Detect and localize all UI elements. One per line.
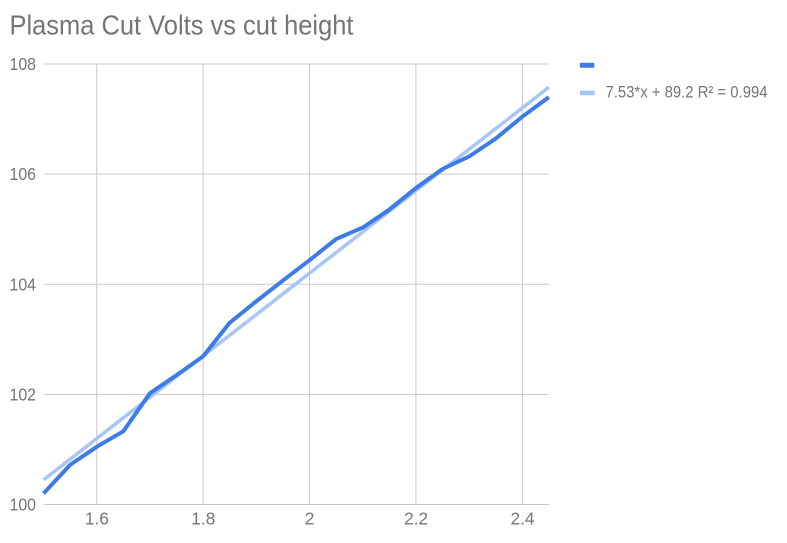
svg-text:1.6: 1.6 [85, 508, 109, 528]
svg-text:104: 104 [10, 274, 37, 294]
svg-text:7.53*x + 89.2 R² = 0.994: 7.53*x + 89.2 R² = 0.994 [606, 83, 768, 102]
svg-text:100: 100 [10, 495, 37, 515]
svg-text:1.8: 1.8 [191, 508, 215, 528]
svg-text:2: 2 [305, 508, 315, 528]
svg-text:102: 102 [10, 385, 37, 405]
svg-text:106: 106 [10, 164, 37, 184]
svg-text:2.4: 2.4 [511, 508, 535, 528]
svg-text:Plasma Cut Volts vs cut height: Plasma Cut Volts vs cut height [10, 8, 354, 40]
svg-text:2.2: 2.2 [404, 508, 428, 528]
svg-text:108: 108 [10, 54, 37, 74]
